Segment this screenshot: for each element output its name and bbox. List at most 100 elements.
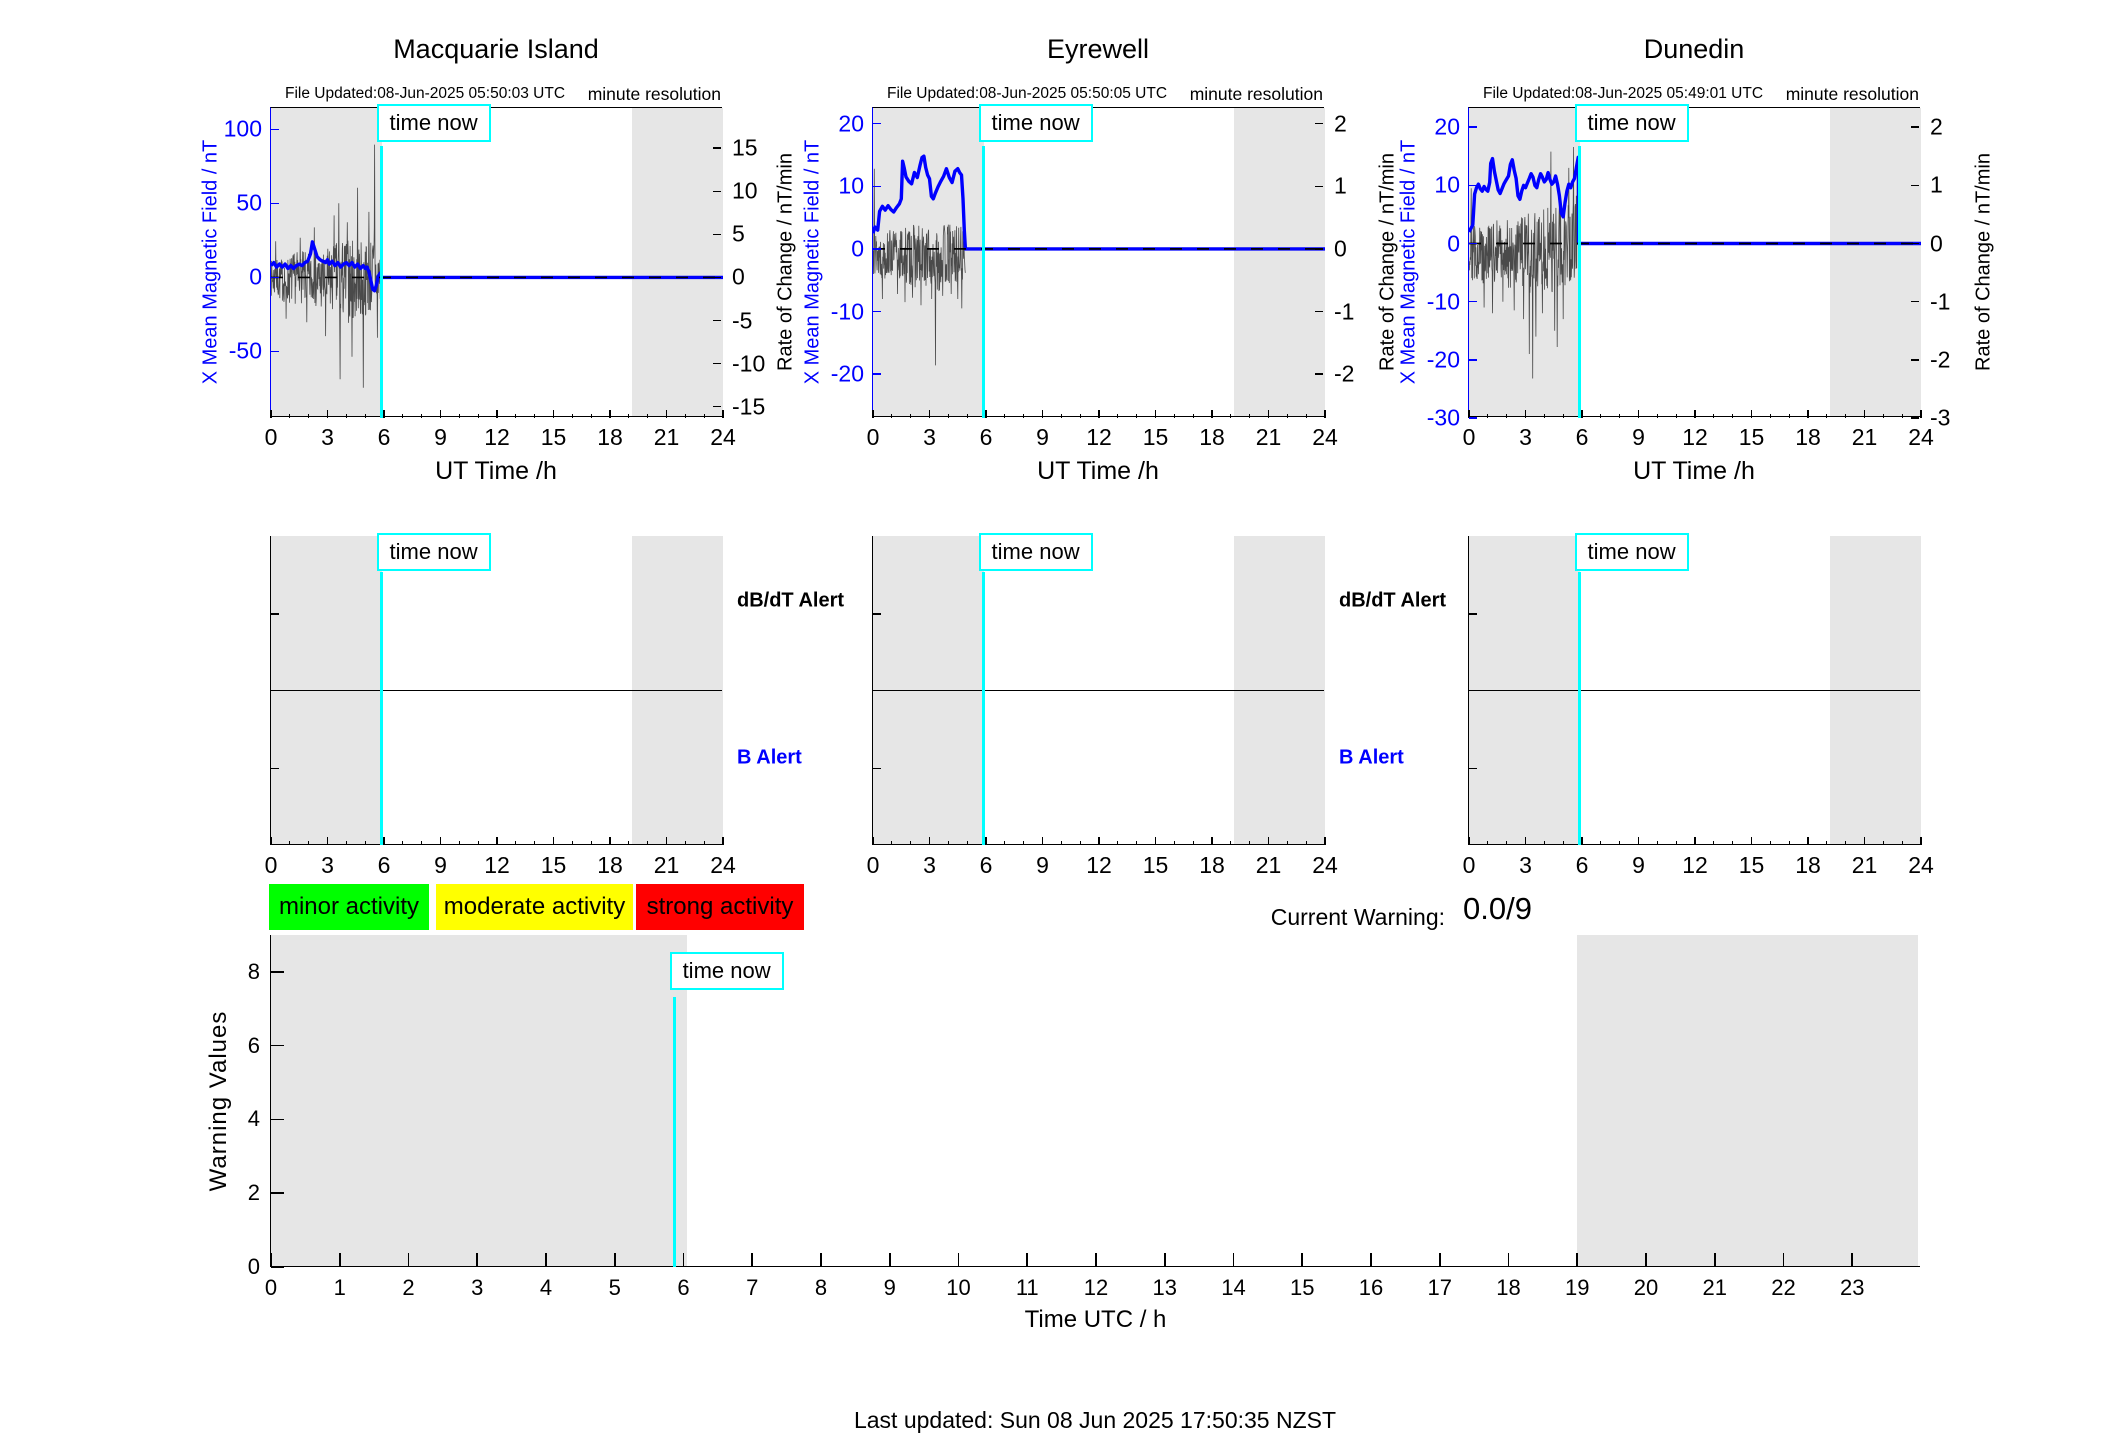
- x-axis-minor-tick: [1117, 414, 1119, 418]
- x-axis-tick-label: 18: [597, 424, 623, 450]
- y-axis-tick: [873, 767, 881, 770]
- x-axis-tick-label: 18: [1496, 1275, 1521, 1300]
- x-axis-tick: [820, 1253, 822, 1267]
- x-axis-tick: [1920, 410, 1922, 418]
- y-axis-tick-label: 50: [236, 189, 262, 216]
- x-axis-minor-tick: [910, 414, 912, 418]
- x-axis-tick: [1324, 837, 1326, 845]
- x-axis-minor-tick: [477, 414, 479, 418]
- night-shading-region: [1234, 108, 1325, 416]
- y-axis-tick-label: 0: [249, 263, 262, 290]
- x-axis-minor-tick: [1769, 414, 1771, 418]
- y-axis-tick-label: -1: [1930, 288, 1951, 315]
- x-axis-tick-label: 12: [484, 424, 510, 450]
- x-axis-minor-tick: [1079, 841, 1081, 845]
- x-axis-tick-label: 24: [1908, 852, 1934, 878]
- x-axis-tick-label: 6: [677, 1275, 690, 1300]
- x-axis-minor-tick: [628, 414, 630, 418]
- dbdt-alert-label: dB/dT Alert: [737, 589, 845, 612]
- y-axis-tick: [873, 310, 881, 313]
- x-axis-minor-tick: [1023, 841, 1025, 845]
- x-axis-minor-tick: [308, 414, 310, 418]
- time-now-line: [1578, 572, 1582, 845]
- x-axis-minor-tick: [1562, 841, 1564, 845]
- time-now-line: [380, 146, 384, 418]
- x-axis-tick-label: 23: [1840, 1275, 1865, 1300]
- x-axis-minor-tick: [1004, 414, 1006, 418]
- x-axis-minor-tick: [1173, 841, 1175, 845]
- x-axis-tick: [928, 410, 931, 418]
- x-axis-tick: [552, 410, 555, 418]
- x-axis-tick-label: 6: [979, 852, 993, 878]
- x-axis-tick: [1637, 410, 1640, 418]
- x-axis-minor-tick: [571, 841, 573, 845]
- x-axis-minor-tick: [1845, 414, 1847, 418]
- x-axis-minor-tick: [571, 414, 573, 418]
- y-axis-tick: [1469, 613, 1477, 615]
- x-axis-tick: [1576, 1253, 1579, 1267]
- x-axis-tick: [613, 1253, 616, 1267]
- x-axis-tick: [1098, 410, 1100, 418]
- x-axis-tick: [270, 1253, 272, 1267]
- y-axis-tick: [271, 276, 279, 279]
- y-axis-tick-label: -2: [1334, 360, 1355, 387]
- x-axis-tick-label: 21: [653, 424, 680, 450]
- rate-of-change-noise-trace: [271, 144, 382, 388]
- x-axis-tick-label: 0: [866, 852, 880, 878]
- x-axis-tick: [1507, 1253, 1510, 1267]
- y-axis-tick: [1315, 310, 1323, 313]
- alert-panel-macquarie-island: dB/dT Alert B Alert time now 0 3 6 9 12 15 18 2…: [265, 533, 844, 878]
- x-axis-tick-label: 21: [1851, 424, 1878, 450]
- y-axis-tick-label: 0: [851, 235, 864, 262]
- y-axis-tick: [1469, 300, 1477, 303]
- y-axis-tick-label: -15: [732, 393, 766, 420]
- x-axis-tick: [609, 410, 611, 418]
- y-axis-tick-label: -5: [732, 307, 753, 334]
- x-axis-minor-tick: [647, 414, 649, 418]
- x-axis-minor-tick: [421, 414, 423, 418]
- x-axis-minor-tick: [477, 841, 479, 845]
- y-axis-tick: [1469, 767, 1477, 770]
- x-axis-tick-label: 6: [979, 424, 993, 450]
- x-axis-tick: [888, 1253, 891, 1267]
- x-axis-minor-tick: [1249, 841, 1251, 845]
- b-alert-label: B Alert: [737, 746, 802, 769]
- file-updated-timestamp: File Updated:08-Jun-2025 05:49:01 UTC: [1483, 85, 1764, 102]
- y-axis-tick: [713, 233, 721, 236]
- x-axis-tick-label: 15: [540, 852, 567, 878]
- y-axis-tick: [1469, 359, 1477, 361]
- x-axis-tick: [1581, 837, 1583, 845]
- x-axis-minor-tick: [1882, 414, 1884, 418]
- x-axis-minor-tick: [1192, 841, 1194, 845]
- x-axis-tick-label: 0: [866, 424, 880, 450]
- x-axis-minor-tick: [1136, 414, 1138, 418]
- x-axis-tick-label: 12: [1682, 852, 1708, 878]
- x-axis-minor-tick: [458, 414, 460, 418]
- x-axis-minor-tick: [402, 414, 404, 418]
- x-axis-tick: [751, 1253, 754, 1267]
- x-axis-tick-label: 12: [1682, 424, 1708, 450]
- time-now-line: [673, 997, 677, 1267]
- x-axis-tick-label: 15: [1738, 424, 1765, 450]
- y-axis-tick-label: -3: [1930, 404, 1951, 431]
- y-axis-tick: [873, 613, 881, 615]
- x-axis-tick: [1095, 1253, 1097, 1267]
- resolution-note: minute resolution: [1785, 84, 1919, 104]
- x-axis-minor-tick: [966, 414, 968, 418]
- x-axis-tick-label: 0: [264, 1275, 278, 1300]
- x-axis-tick: [665, 410, 668, 418]
- night-shading-region: [1577, 935, 1918, 1266]
- x-axis-minor-tick: [289, 414, 291, 418]
- x-axis-label: UT Time /h: [435, 457, 557, 485]
- x-axis-tick: [496, 837, 498, 845]
- y-axis-tick: [713, 319, 721, 322]
- x-axis-minor-tick: [421, 841, 423, 845]
- x-axis-minor-tick: [1286, 841, 1288, 845]
- y-axis-tick: [713, 406, 721, 408]
- alert-divider-line: [873, 690, 1324, 692]
- y-axis-tick: [713, 147, 721, 149]
- dbdt-alert-label: dB/dT Alert: [1339, 589, 1447, 612]
- x-axis-tick-label: 15: [1142, 424, 1169, 450]
- y-axis-tick: [1911, 300, 1919, 303]
